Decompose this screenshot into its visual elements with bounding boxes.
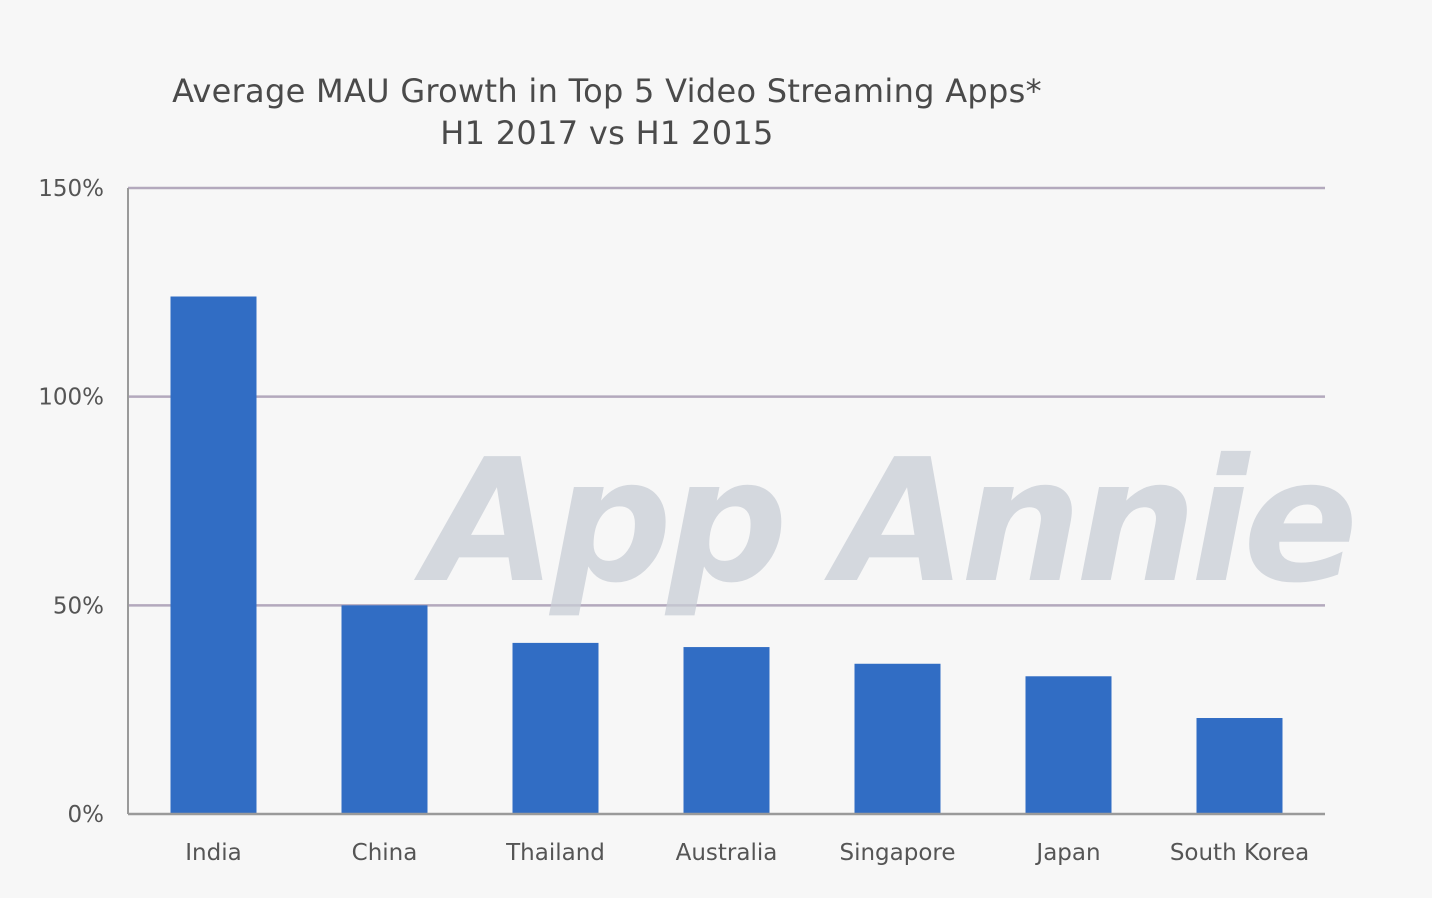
bar-india (170, 296, 257, 814)
x-tick-label: Australia (676, 840, 778, 866)
bar-singapore (854, 663, 941, 814)
y-tick-labels: 0% 50% 100% 150% (38, 176, 104, 828)
watermark-logo: App Annie (413, 423, 1352, 621)
x-tick-label: Singapore (839, 840, 955, 866)
gridlines (128, 186, 1325, 607)
bar-australia (683, 647, 770, 814)
chart-title: Average MAU Growth in Top 5 Video Stream… (172, 72, 1042, 110)
bars (170, 296, 1283, 814)
x-tick-labels: India China Thailand Australia Singapore Japa… (185, 840, 1309, 866)
x-tick-label: India (185, 840, 241, 866)
x-tick-label: South Korea (1170, 840, 1309, 866)
y-tick-label: 150% (38, 176, 104, 202)
chart-subtitle: H1 2017 vs H1 2015 (440, 114, 774, 152)
bar-thailand (512, 642, 599, 814)
y-tick-label: 0% (68, 802, 105, 828)
y-tick-label: 50% (53, 593, 104, 619)
chart-title-block: Average MAU Growth in Top 5 Video Stream… (0, 70, 1214, 154)
bar-china (341, 605, 428, 814)
x-tick-label: Japan (1034, 840, 1100, 866)
bar-japan (1025, 676, 1112, 814)
y-tick-label: 100% (38, 385, 104, 411)
x-tick-label: Thailand (505, 840, 605, 866)
x-tick-label: China (352, 840, 418, 866)
bar-south-korea (1196, 718, 1283, 814)
axes (127, 188, 1325, 816)
